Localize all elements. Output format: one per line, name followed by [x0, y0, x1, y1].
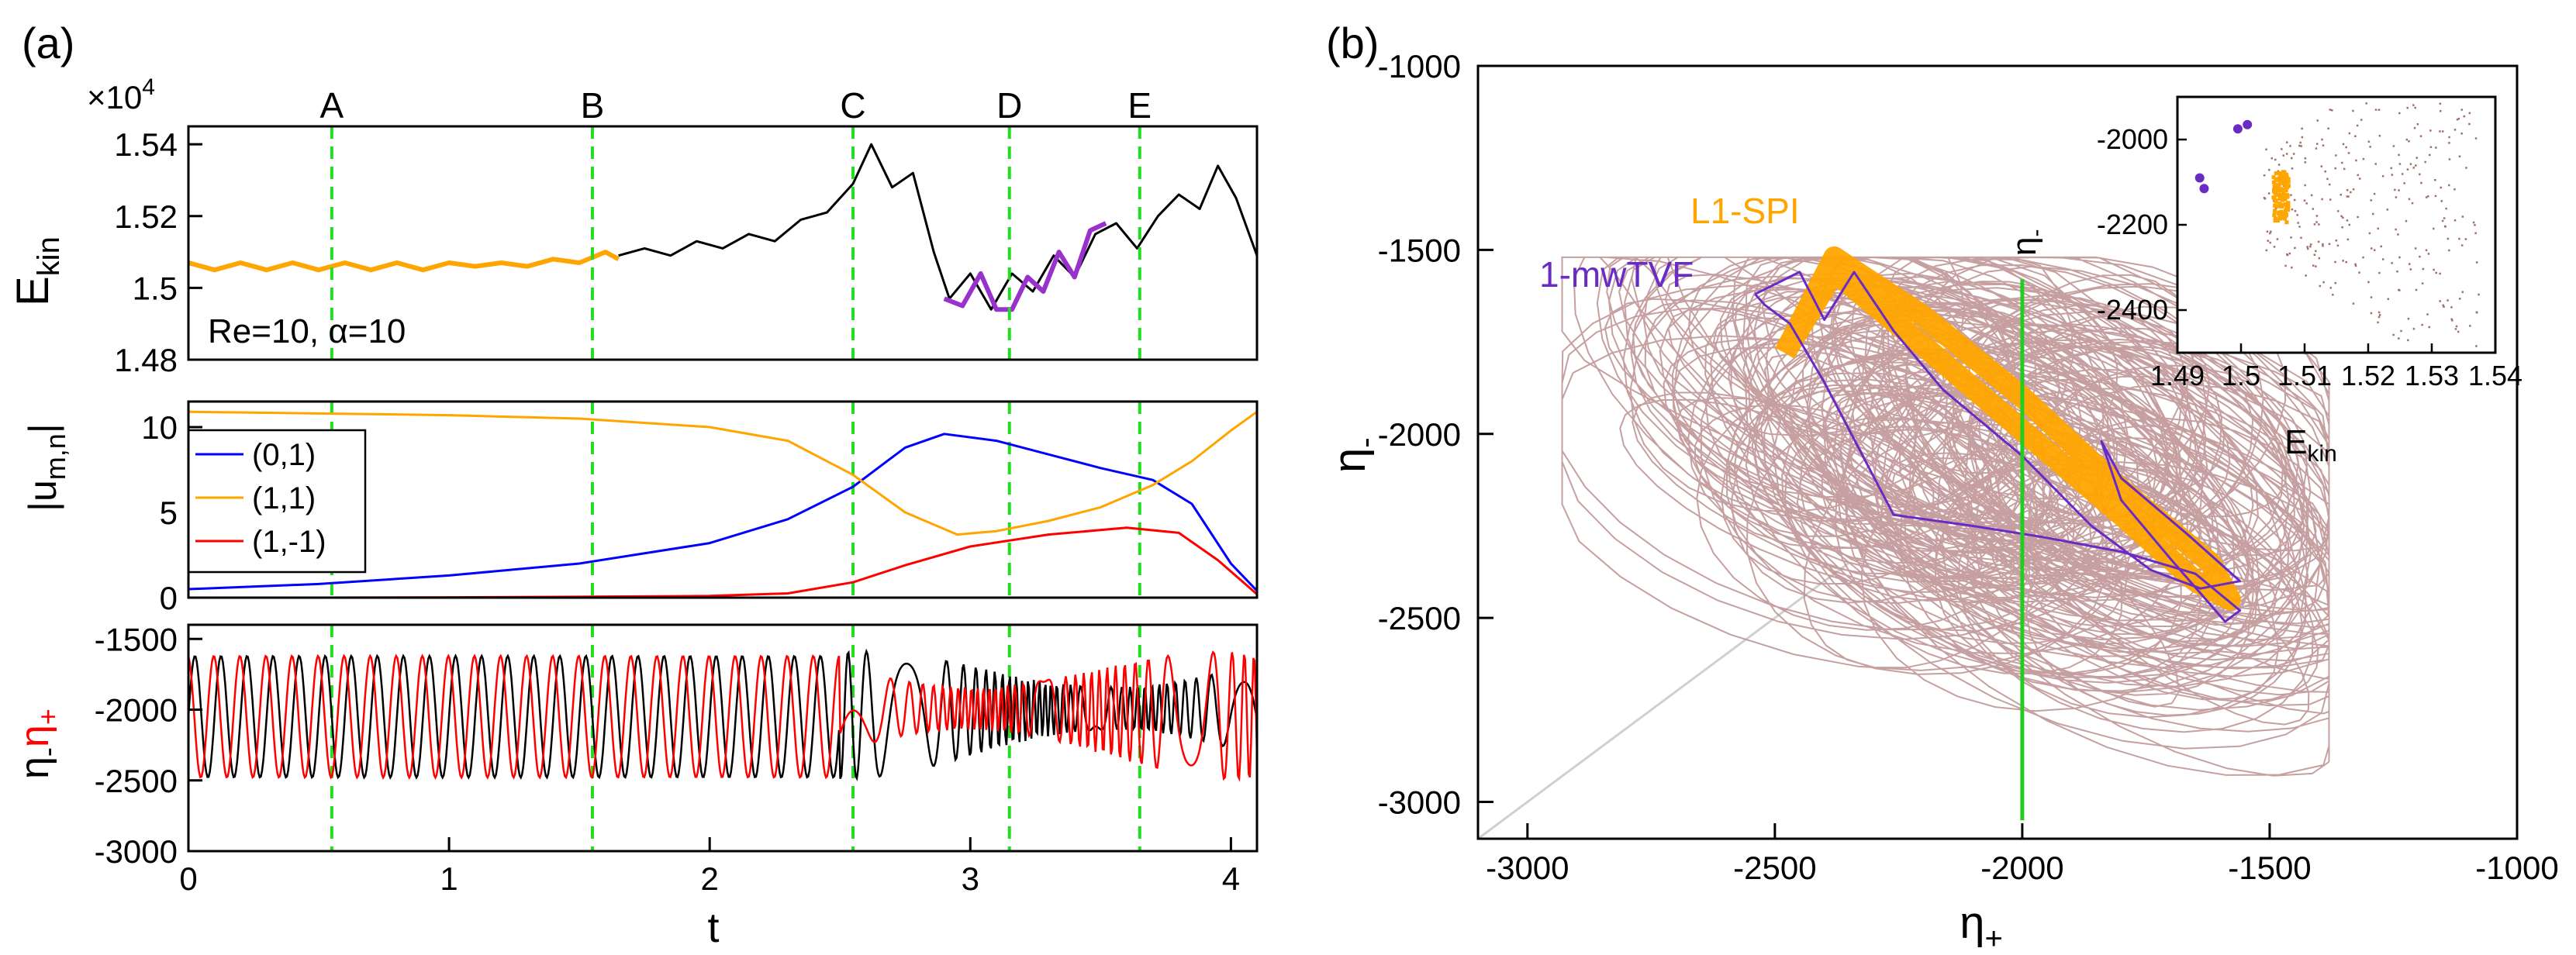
inset-purple-point [2243, 119, 2253, 129]
umn-frame [187, 400, 1259, 599]
phase-portrait: -3000 -2500 -2000 -1500 -1000 -3000 -2500 -200… [1324, 48, 2559, 955]
inset-purple-point [2199, 184, 2209, 194]
inset-x-ticks: 1.49 1.5 1.51 1.52 1.53 1.54 [2150, 343, 2522, 391]
inset-y-label: η- [2005, 229, 2049, 256]
phase-y-label: η- [1324, 437, 1383, 473]
ekin-ytick-label: 1.48 [114, 342, 178, 378]
inset-bg [2177, 97, 2495, 353]
subplot-eta: -3000 -2500 -2000 -1500 0 1 2 3 4 η-η+ t [12, 621, 1259, 951]
inset-marks [2194, 102, 2480, 347]
diagonal-line [1477, 561, 1850, 840]
event-marker-label: E [1127, 85, 1152, 126]
mwtvf-orbit [1754, 271, 2242, 623]
eta-y-ticks: -3000 -2500 -2000 -1500 [95, 621, 202, 870]
inset-xtick-label: 1.5 [2222, 360, 2260, 391]
ekin-series-2 [943, 221, 1107, 312]
inset-x-label: Ekin [2284, 423, 2337, 467]
eta-series-1 [187, 650, 1259, 782]
event-markers: A B C D E [320, 85, 1152, 851]
event-marker-label: D [996, 85, 1022, 126]
inset-ytick-label: -2400 [2097, 294, 2168, 326]
inset-xtick-label: 1.52 [2341, 360, 2395, 391]
eta-ytick-label: -2500 [95, 763, 178, 799]
ekin-series-0 [618, 143, 1259, 311]
ekin-frame [187, 125, 1259, 361]
event-marker-label: A [320, 85, 344, 126]
umn-y-label: |um,n| [21, 423, 71, 512]
phase-ytick-label: -1000 [1378, 48, 1461, 84]
phase-xtick-label: -3000 [1486, 850, 1569, 886]
eta-xtick-label: 1 [440, 860, 458, 897]
eta-xtick-label: 3 [962, 860, 979, 897]
phase-xtick-label: -2500 [1733, 850, 1816, 886]
inset-y-ticks: -2400 -2200 -2000 [2097, 123, 2187, 326]
panel-label-b: (b) [1326, 19, 1379, 67]
ekin-series-1 [188, 250, 620, 273]
ekin-marks [188, 143, 1259, 312]
eta-xtick-label: 4 [1222, 860, 1240, 897]
ekin-y-label: Ekin [8, 236, 66, 306]
inset-xtick-label: 1.49 [2150, 360, 2205, 391]
phase-ytick-label: -2000 [1378, 416, 1461, 453]
inset-xtick-label: 1.51 [2277, 360, 2332, 391]
eta-ytick-label: -1500 [95, 621, 178, 657]
eta-ytick-label: -3000 [95, 833, 178, 870]
phase-frame [1476, 64, 2519, 840]
label-l1spi: L1-SPI [1690, 191, 1800, 231]
inset-purple-point [2232, 124, 2243, 134]
phase-marks [1477, 246, 2330, 840]
legend-label-11: (1,1) [252, 481, 316, 515]
event-marker-label: C [840, 85, 865, 126]
inset-ytick-label: -2200 [2097, 209, 2168, 240]
phase-ytick-label: -1500 [1378, 232, 1461, 268]
inset-scatter [2263, 102, 2480, 347]
subplot-ekin: ×104 A B C D E 1.48 1.5 1.52 1.54 Ekin Re=10, α… [8, 74, 1259, 851]
inset: -2400-2200-2000 1.49 1.5 1.51 1.52 1.53 1.54 … [2005, 95, 2522, 467]
eta-xtick-label: 0 [179, 860, 197, 897]
ekin-annotation: Re=10, α=10 [208, 312, 406, 350]
l1spi-orbit [1775, 246, 2241, 611]
phase-y-ticks: -3000 -2500 -2000 -1500 -1000 [1378, 48, 1493, 821]
inset-frame [2176, 95, 2497, 354]
eta-frame [187, 623, 1259, 853]
eta-marks [187, 648, 1259, 782]
umn-series-0 [188, 433, 1259, 592]
panel-label-a: (a) [22, 19, 74, 67]
subplot-umn: 0 5 10 |um,n| (0,1) (1,1) (1,-1) [21, 400, 1259, 616]
legend-label-1m1: (1,-1) [252, 525, 326, 559]
umn-ytick-label: 10 [141, 409, 178, 446]
legend-label-01: (0,1) [252, 438, 316, 472]
umn-ytick-label: 5 [160, 495, 178, 531]
inset-xtick-label: 1.54 [2468, 360, 2522, 391]
inset-orange-cluster [2271, 170, 2291, 225]
phase-ytick-label: -2500 [1378, 600, 1461, 636]
eta-series-0 [187, 648, 1259, 781]
label-1mwtvf: 1-mwTVF [1539, 254, 1694, 295]
ekin-y-ticks: 1.48 1.5 1.52 1.54 [114, 126, 202, 378]
inset-ytick-label: -2000 [2097, 123, 2168, 155]
phase-x-ticks: -3000 -2500 -2000 -1500 -1000 [1486, 823, 2559, 886]
inset-purple-point [2194, 173, 2205, 183]
ekin-ytick-label: 1.5 [133, 270, 178, 306]
umn-ytick-label: 0 [160, 580, 178, 616]
event-marker-label: B [581, 85, 605, 126]
ekin-ytick-label: 1.52 [114, 198, 178, 235]
ekin-multiplier: ×104 [87, 74, 155, 115]
eta-ytick-label: -2000 [95, 692, 178, 729]
t-axis-label: t [707, 905, 719, 951]
phase-x-label: η+ [1960, 898, 2003, 955]
umn-series-1 [188, 410, 1258, 536]
inset-xtick-label: 1.53 [2405, 360, 2459, 391]
phase-xtick-label: -1500 [2228, 850, 2311, 886]
eta-x-ticks: 0 1 2 3 4 [179, 837, 1240, 897]
phase-xtick-label: -1000 [2475, 850, 2558, 886]
ekin-ytick-label: 1.54 [114, 126, 178, 163]
phase-ytick-label: -3000 [1378, 784, 1461, 821]
eta-xtick-label: 2 [701, 860, 719, 897]
eta-y-label: η-η+ [12, 708, 64, 779]
phase-xtick-label: -2000 [1980, 850, 2063, 886]
umn-legend: (0,1) (1,1) (1,-1) [187, 429, 367, 574]
